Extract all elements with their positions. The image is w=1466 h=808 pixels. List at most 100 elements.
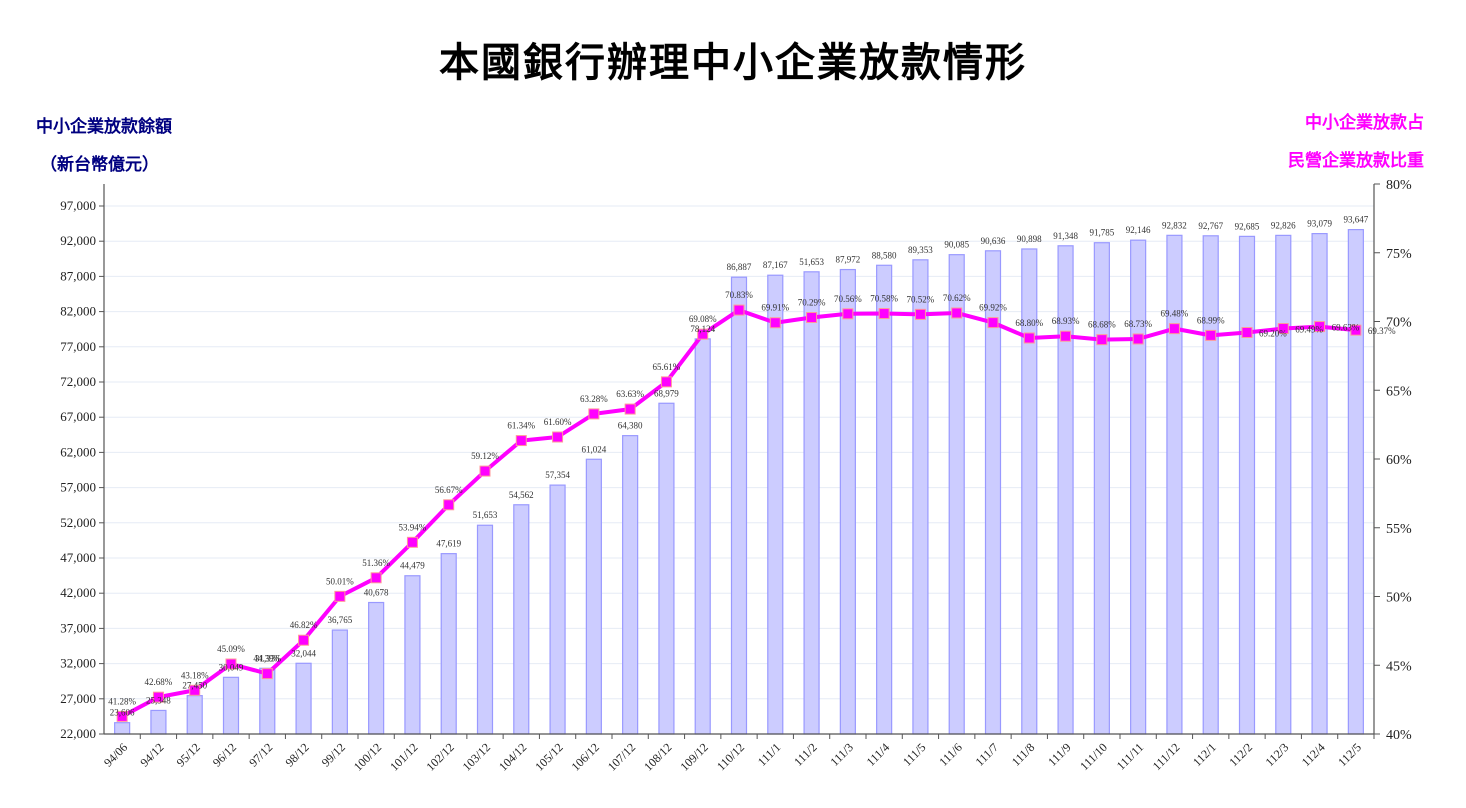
bar-value-label: 90,898 [1017,234,1042,244]
y2-tick-label: 45% [1386,659,1412,674]
bar [1311,233,1328,735]
x-tick-label: 112/1 [1190,740,1219,769]
x-tick-label: 112/5 [1335,740,1364,769]
line-value-label: 61.34% [507,421,535,431]
x-tick-label: 110/12 [714,740,747,773]
bar-value-label: 92,826 [1271,220,1296,230]
bar [476,524,494,735]
bar [622,435,639,735]
bar [331,629,348,735]
y-tick-label: 87,000 [60,268,96,283]
line-value-label: 70.56% [834,294,862,304]
line-marker [1023,332,1035,344]
bar-value-label: 40,678 [364,588,389,598]
x-tick-label: 106/12 [569,740,602,773]
bar [1130,239,1147,735]
line-value-label: 69.63% [1332,323,1360,333]
bar [1275,234,1292,735]
bar-value-label: 36,765 [327,615,352,625]
y-tick-label: 57,000 [60,480,96,495]
bar [295,662,312,735]
line-value-label: 70.29% [798,298,826,308]
y2-tick-label: 80% [1386,178,1412,193]
line-marker [225,658,237,670]
line-value-label: 56.67% [435,485,463,495]
bar [912,259,929,735]
y-tick-label: 67,000 [60,409,96,424]
line-marker [370,572,382,584]
bar [1347,229,1364,735]
y-tick-label: 97,000 [60,198,96,213]
data-labels: 23,606 25,348 27,450 30,049 31,336 32,044 36,7… [108,215,1396,718]
y2-tick-label: 60% [1386,453,1412,468]
x-tick-label: 100/12 [351,740,384,773]
line-value-label: 51.36% [362,558,390,568]
line-marker [588,408,600,420]
y-tick-label: 62,000 [60,444,96,459]
bar-value-label: 89,353 [908,245,933,255]
bar-value-label: 88,580 [872,250,897,260]
bar-value-label: 54,562 [509,490,534,500]
x-tick-label: 102/12 [423,740,456,773]
bar-value-label: 87,972 [835,255,860,265]
line-value-label: 65.61% [653,362,681,372]
x-tick-label: 94/06 [101,740,130,769]
x-tick-label: 98/12 [282,740,311,769]
bar-value-label: 61,024 [581,444,606,454]
bar [513,504,530,735]
bar-value-label: 51,653 [799,257,824,267]
bar [1238,235,1256,735]
right-axis-title-line1: 中小企業放款占 [1305,113,1424,133]
x-tick-label: 95/12 [174,740,203,769]
bar-value-label: 93,079 [1307,219,1332,229]
y2-tick-label: 65% [1386,384,1412,399]
line-marker [406,536,418,548]
x-tick-label: 112/4 [1299,740,1328,769]
line-value-label: 68.99% [1197,315,1225,325]
bar [222,676,240,735]
line-value-label: 70.58% [870,294,898,304]
bar-value-label: 23,606 [110,708,135,718]
bar-value-label: 90,085 [944,240,969,250]
x-tick-label: 111/8 [1009,740,1038,769]
line-value-label: 42.68% [145,677,173,687]
x-tick-label: 103/12 [460,740,493,773]
line-marker [878,308,890,320]
line-marker [1350,324,1362,336]
bar-value-label: 93,647 [1343,215,1368,225]
line-marker [298,634,310,646]
line-marker [1096,334,1108,346]
bar-value-label: 92,767 [1198,221,1223,231]
line-value-label: 45.09% [217,644,245,654]
line-value-label: 69.49% [1295,325,1323,335]
line-marker [334,590,346,602]
bar [730,276,748,735]
line-series [116,304,1362,722]
right-axis-title-line2: 民營企業放款比重 [1288,151,1424,171]
bar [585,458,602,735]
line-marker [1060,330,1072,342]
bar-value-label: 30,049 [219,662,244,672]
bar-value-label: 87,167 [763,260,788,270]
x-tick-label: 101/12 [387,740,420,773]
bar-value-label: 90,636 [981,236,1006,246]
bar-value-label: 91,785 [1089,228,1114,238]
x-tick-label: 111/10 [1077,740,1110,773]
x-tick-label: 94/12 [137,740,166,769]
bar [440,553,457,735]
y-tick-label: 22,000 [60,726,96,741]
bar-value-label: 31,336 [255,653,280,663]
line-marker [479,465,491,477]
line-marker [1314,321,1326,333]
line-marker [1241,327,1253,338]
left-axis-title-line2: （新台幣億元） [40,155,159,175]
y-tick-label: 77,000 [60,339,96,354]
line-marker [951,307,963,319]
bar-value-label: 47,619 [436,539,461,549]
bar-value-label: 27,450 [182,681,207,691]
y2-tick-label: 40% [1386,728,1412,743]
bar [1202,235,1219,735]
line-value-label: 69.37% [1368,326,1396,336]
line-value-label: 69.20% [1259,329,1287,339]
